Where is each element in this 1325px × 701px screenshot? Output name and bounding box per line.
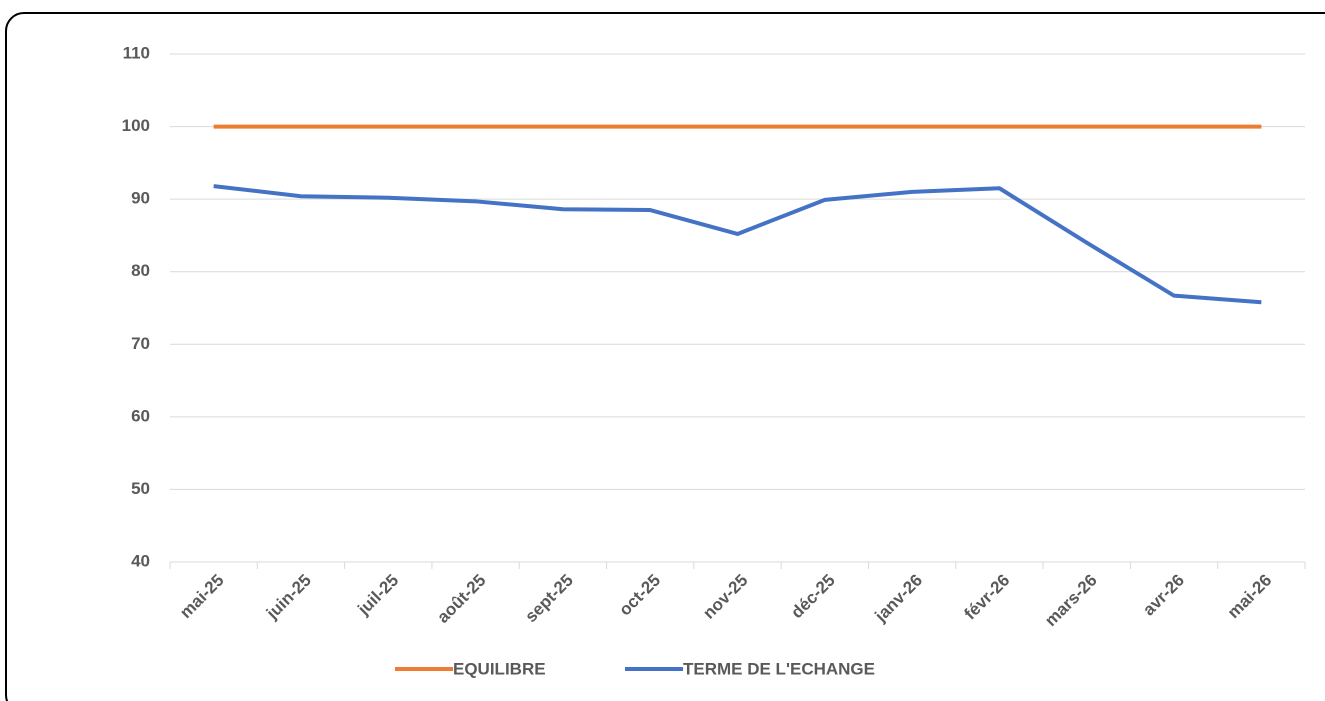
y-tick-label: 60 bbox=[131, 406, 150, 425]
y-tick-label: 100 bbox=[122, 116, 150, 135]
series-line bbox=[213, 184, 1262, 305]
y-tick-label: 40 bbox=[131, 551, 150, 570]
y-tick-label: 110 bbox=[123, 43, 150, 62]
y-tick-label: 70 bbox=[131, 334, 150, 353]
legend-label: EQUILIBRE bbox=[453, 659, 546, 678]
y-tick-label: 90 bbox=[131, 189, 150, 208]
chart-frame bbox=[5, 12, 1325, 701]
y-tick-label: 80 bbox=[131, 261, 150, 280]
legend-label: TERME DE L'ECHANGE bbox=[683, 659, 875, 678]
y-tick-label: 50 bbox=[131, 479, 150, 498]
